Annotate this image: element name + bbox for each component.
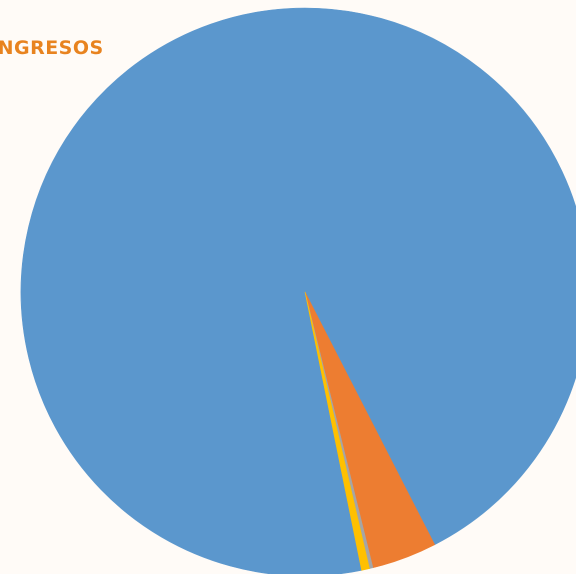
- pie-slices: [20, 7, 576, 574]
- pie-slice-1: [20, 7, 576, 574]
- pie-slice-4: [304, 291, 370, 571]
- chart-title: INGRESOS: [0, 37, 104, 59]
